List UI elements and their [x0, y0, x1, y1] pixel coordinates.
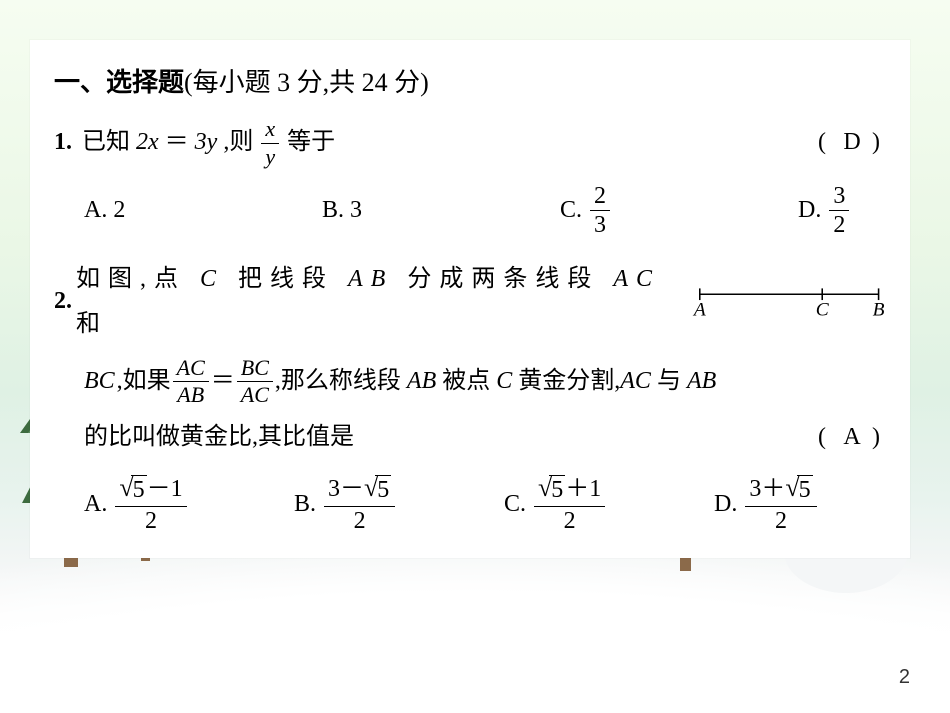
q2-number: 2.: [54, 279, 72, 325]
page-number: 2: [899, 666, 910, 689]
opt-label: B.: [322, 188, 344, 234]
question-1: 1. 已知 2x ＝ 3y ,则 x y 等于 (D) A. 2 B. 3 C.: [54, 117, 886, 238]
diagram-label-c: C: [815, 300, 829, 320]
q2-bc: BC: [84, 359, 115, 405]
opt-label: A.: [84, 482, 107, 528]
q1-post2: 等于: [287, 120, 335, 166]
q1-pre: 已知: [82, 120, 130, 166]
opt-value: 2: [113, 188, 125, 234]
q1-frac-den: y: [261, 144, 279, 169]
q1-opt-d: D. 3 2: [798, 183, 918, 239]
q2-answer-bracket: (A): [818, 415, 886, 461]
q2-line2-pre: ,如果: [117, 359, 171, 405]
q2-answer: A: [832, 415, 872, 461]
q2-line1: 2. 如图,点 C 把线段 AB 分成两条线段 AC 和 A C B: [54, 257, 886, 348]
opt-label: C.: [560, 188, 582, 234]
frac-den: 2: [560, 507, 580, 534]
opt-label: D.: [714, 482, 737, 528]
frac-num: √5－1: [115, 475, 186, 507]
sqrt-icon: √5: [785, 475, 812, 505]
opt-label: A.: [84, 188, 107, 234]
sqrt-icon: √5: [364, 475, 391, 505]
q2-opt-b: B. 3－√5 2: [294, 475, 414, 534]
q2-eq: ＝: [211, 359, 235, 405]
frac-num: 3: [829, 183, 849, 211]
q1-answer: D: [832, 120, 872, 166]
q1-post1: ,则: [223, 120, 253, 166]
frac-num: AC: [173, 356, 209, 382]
q1-answer-bracket: (D): [818, 120, 886, 166]
opt-fraction: √5＋1 2: [534, 475, 605, 534]
q2-opt-c: C. √5＋1 2: [504, 475, 624, 534]
opt-label: C.: [504, 482, 526, 528]
question-2: 2. 如图,点 C 把线段 AB 分成两条线段 AC 和 A C B BC ,如…: [54, 257, 886, 534]
q1-number: 1.: [54, 120, 72, 166]
q2-options: A. √5－1 2 B. 3－√5 2 C.: [54, 475, 886, 534]
q2-line3: 的比叫做黄金比,其比值是 (A): [54, 415, 886, 461]
section-heading: 一、选择题(每小题 3 分,共 24 分): [54, 58, 886, 107]
frac-den: 2: [829, 211, 849, 238]
q2-frac1: AC AB: [173, 356, 209, 407]
q1-lhs: 2x: [136, 120, 159, 166]
frac-den: 2: [141, 507, 161, 534]
opt-value: 3: [350, 188, 362, 234]
frac-den: 2: [350, 507, 370, 534]
q2-opt-a: A. √5－1 2: [84, 475, 204, 534]
diagram-label-b: B: [872, 300, 884, 320]
q2-line1-text: 如图,点 C 把线段 AB 分成两条线段 AC 和: [76, 257, 688, 348]
opt-fraction: 3－√5 2: [324, 475, 395, 534]
worksheet-card: 一、选择题(每小题 3 分,共 24 分) 1. 已知 2x ＝ 3y ,则 x…: [30, 40, 910, 558]
opt-label: B.: [294, 482, 316, 528]
q1-opt-a: A. 2: [84, 183, 204, 239]
frac-den: 2: [771, 507, 791, 534]
q1-options: A. 2 B. 3 C. 2 3 D. 3 2: [54, 183, 886, 239]
frac-num: 3＋√5: [745, 475, 816, 507]
opt-fraction: 3 2: [829, 183, 849, 239]
q1-stem: 1. 已知 2x ＝ 3y ,则 x y 等于 (D): [54, 117, 886, 168]
opt-fraction: √5－1 2: [115, 475, 186, 534]
q2-line3-text: 的比叫做黄金比,其比值是: [84, 415, 354, 461]
opt-fraction: 3＋√5 2: [745, 475, 816, 534]
heading-paren: (每小题 3 分,共 24 分): [184, 68, 429, 97]
frac-den: 3: [590, 211, 610, 238]
heading-label: 一、选择题: [54, 68, 184, 97]
q1-opt-c: C. 2 3: [560, 183, 680, 239]
q2-opt-d: D. 3＋√5 2: [714, 475, 834, 534]
q1-eq: ＝: [165, 120, 189, 166]
opt-label: D.: [798, 188, 821, 234]
q1-opt-b: B. 3: [322, 183, 442, 239]
frac-num: √5＋1: [534, 475, 605, 507]
frac-num: 3－√5: [324, 475, 395, 507]
sqrt-icon: √5: [119, 475, 146, 505]
frac-den: AB: [173, 382, 208, 407]
segment-diagram: A C B: [692, 284, 886, 320]
frac-num: 2: [590, 183, 610, 211]
q2-line2: BC ,如果 AC AB ＝ BC AC ,那么称线段 AB 被点 C 黄金分割…: [54, 356, 886, 407]
q2-frac2: BC AC: [237, 356, 273, 407]
q2-line2-post: ,那么称线段 AB 被点 C 黄金分割,AC 与 AB: [275, 359, 716, 405]
q1-rhs: 3y: [195, 120, 218, 166]
frac-num: BC: [237, 356, 273, 382]
q1-fraction: x y: [261, 117, 279, 168]
diagram-label-a: A: [692, 300, 706, 320]
sqrt-icon: √5: [538, 475, 565, 505]
frac-den: AC: [237, 382, 273, 407]
opt-fraction: 2 3: [590, 183, 610, 239]
q1-frac-num: x: [261, 117, 279, 143]
